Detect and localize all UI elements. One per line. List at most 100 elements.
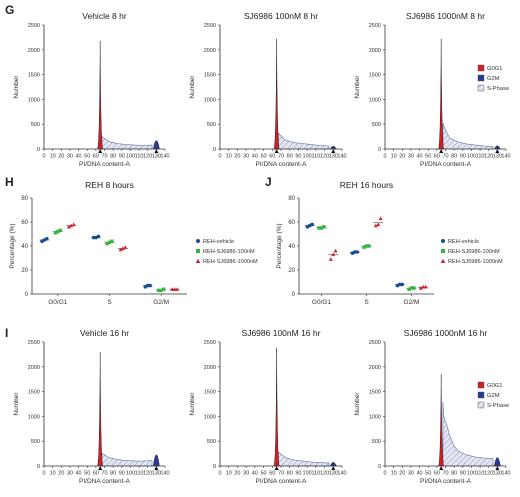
y-tick-label: 1000 [369, 97, 381, 103]
x-tick-label: 90 [295, 471, 301, 477]
chart-title: Vehicle 8 hr [82, 11, 127, 21]
x-tick-label: 20 [234, 154, 240, 160]
x-tick-label: 20 [399, 471, 405, 477]
x-tick-label: 130 [152, 154, 161, 160]
chart-title: SJ6986 1000nM 16 hr [404, 328, 488, 338]
x-tick-label: 10 [391, 154, 397, 160]
x-tick-label: 80 [110, 471, 116, 477]
legend-swatch [477, 84, 485, 92]
x-tick-label: 20 [58, 154, 64, 160]
chart-title: SJ6986 1000nM 8 hr [406, 11, 485, 21]
x-tick-label: 140 [501, 154, 510, 160]
x-tick-label: 140 [337, 154, 346, 160]
x-tick-label: 0 [383, 154, 386, 160]
x-tick-label: 40 [417, 471, 423, 477]
y-tick-label: 2000 [204, 365, 216, 371]
x-tick-label: 0 [218, 154, 221, 160]
y-tick-label: 1500 [204, 390, 216, 396]
chart-title: Vehicle 16 hr [80, 328, 129, 338]
x-tick-label: 40 [417, 154, 423, 160]
x-tick-label: 10 [50, 471, 56, 477]
x-tick-label: 120 [143, 154, 152, 160]
x-tick-label: 100 [467, 471, 476, 477]
legend-label: REH-SJ6986-100nM [448, 249, 500, 255]
x-tick-label: 50 [84, 471, 90, 477]
x-tick-label: 30 [243, 154, 249, 160]
x-tick-label: 0 [383, 471, 386, 477]
gate-marker [98, 149, 103, 153]
legend-label: G0G1 [487, 66, 502, 72]
s-phase-area [278, 451, 330, 467]
y-tick-label: 40 [21, 244, 28, 250]
x-tick-label: S [364, 299, 369, 306]
point-1000nm [378, 216, 383, 221]
x-tick-label: 80 [287, 154, 293, 160]
y-tick-label: 80 [288, 196, 295, 202]
y-tick-label: 500 [31, 122, 40, 128]
point-1000nm [328, 257, 333, 261]
x-tick-label: 60 [93, 471, 99, 477]
x-tick-label: 70 [278, 471, 284, 477]
s-phase-area [101, 452, 153, 467]
legend-swatch [477, 74, 485, 82]
point-100nm [110, 239, 114, 243]
g2m-peak [329, 145, 337, 150]
y-tick-label: 0 [378, 147, 381, 153]
x-tick-label: 0 [42, 471, 45, 477]
point-vehicle [148, 283, 152, 288]
x-tick-label: 140 [337, 471, 346, 477]
x-tick-label: 110 [476, 471, 485, 477]
point-1000nm [418, 286, 423, 290]
x-tick-label: 50 [425, 154, 431, 160]
y-tick-label: 2000 [28, 365, 40, 371]
y-axis-label: Number [354, 392, 361, 416]
legend-swatch [477, 381, 485, 389]
x-tick-label: 50 [84, 154, 90, 160]
x-tick-label: 120 [320, 154, 329, 160]
x-tick-label: 100 [303, 154, 312, 160]
x-tick-label: 20 [399, 154, 405, 160]
y-tick-label: 2000 [369, 365, 381, 371]
point-100nm [317, 226, 321, 230]
y-tick-label: 0 [213, 147, 216, 153]
x-axis-label: PI/DNA content-A [79, 161, 131, 168]
y-tick-label: 500 [207, 439, 216, 445]
g2m-peak [153, 140, 160, 150]
x-axis-label: PI/DNA content-A [420, 161, 472, 168]
point-100nm [319, 226, 324, 230]
point-100nm [362, 245, 366, 249]
y-tick-label: 40 [288, 244, 295, 250]
x-tick-label: 10 [226, 471, 232, 477]
x-tick-label: 0 [218, 471, 221, 477]
point-100nm [322, 225, 326, 229]
y-tick-label: 1500 [28, 390, 40, 396]
legend-label: REH-SJ6986-1000nM [448, 259, 503, 265]
y-axis-label: Percentage (%) [276, 223, 283, 268]
x-tick-label: 130 [493, 471, 502, 477]
x-tick-label: 30 [67, 471, 73, 477]
legend-label: G2M [487, 393, 500, 399]
g2m-peak [494, 457, 501, 467]
x-tick-label: 0 [42, 154, 45, 160]
legend-marker [441, 249, 445, 253]
x-tick-label: 80 [451, 471, 457, 477]
y-tick-label: 2500 [204, 23, 216, 29]
x-tick-label: 40 [76, 471, 82, 477]
y-axis-label: Number [13, 75, 20, 99]
legend-swatch [477, 64, 485, 72]
chart-title: REH 8 hours [85, 180, 134, 190]
panel-label-h: H [5, 175, 14, 189]
scatter-reh-16-hours: REH 16 hours 0 20 40 60 80 G0/G1 S G2/M Percentag… [276, 180, 503, 306]
point-1000nm [423, 284, 428, 289]
x-tick-label: 120 [484, 154, 493, 160]
point-vehicle [400, 282, 405, 287]
point-1000nm [333, 248, 338, 253]
y-tick-label: 2500 [369, 340, 381, 346]
point-vehicle [45, 237, 49, 241]
x-tick-label: 10 [391, 471, 397, 477]
y-tick-label: 1500 [369, 73, 381, 79]
histogram-vehicle-8hr: Vehicle 8 hr 0 500 1000 1500 2000 2500 0 10 20 30 4… [13, 11, 170, 168]
y-tick-label: 80 [21, 196, 28, 202]
point-1000nm [118, 247, 123, 252]
